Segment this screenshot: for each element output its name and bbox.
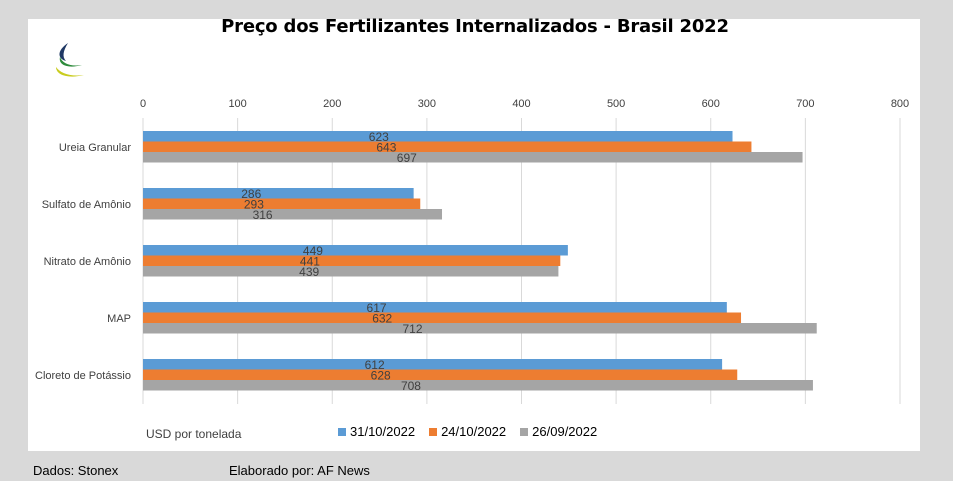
bar — [143, 312, 742, 323]
bar — [143, 152, 803, 163]
x-tick-label: 400 — [512, 98, 530, 110]
y-tick-label: Nitrato de Amônio — [44, 256, 131, 268]
bar — [143, 359, 723, 370]
y-tick-label: Ureia Granular — [59, 142, 131, 154]
data-label: 712 — [402, 322, 422, 336]
data-label: 697 — [397, 151, 417, 165]
x-tick-label: 0 — [140, 98, 146, 110]
x-axis-label: USD por tonelada — [146, 427, 242, 441]
data-label: 293 — [244, 198, 264, 212]
data-label: 449 — [303, 244, 323, 258]
x-tick-label: 700 — [796, 98, 814, 110]
legend-label: 24/10/2022 — [441, 424, 507, 439]
bar — [143, 245, 568, 256]
legend-label: 26/09/2022 — [532, 424, 598, 439]
data-label: 708 — [401, 379, 421, 393]
legend-swatch — [338, 427, 346, 436]
x-tick-label: 600 — [702, 98, 720, 110]
data-label: 617 — [367, 301, 387, 315]
bar — [143, 380, 813, 391]
legend-label: 31/10/2022 — [350, 424, 416, 439]
data-label: 439 — [299, 265, 319, 279]
af-news-logo-icon — [54, 41, 88, 90]
bar — [143, 198, 421, 209]
bar — [143, 209, 443, 220]
bar — [143, 131, 733, 142]
x-tick-label: 100 — [228, 98, 246, 110]
legend-item-26-09: 26/09/2022 — [520, 424, 597, 439]
bar — [143, 266, 559, 277]
data-label: 632 — [372, 312, 392, 326]
x-tick-label: 200 — [323, 98, 341, 110]
data-label: 612 — [365, 358, 385, 372]
x-tick-label: 300 — [418, 98, 436, 110]
bar — [143, 188, 414, 199]
y-tick-label: MAP — [107, 313, 131, 325]
legend-swatch — [520, 427, 529, 436]
data-label: 643 — [376, 141, 396, 155]
x-tick-label: 800 — [891, 98, 909, 110]
bar — [143, 323, 817, 334]
y-tick-label: Cloreto de Potássio — [35, 370, 131, 382]
legend-item-31-10: 31/10/2022 — [338, 424, 415, 439]
data-label: 286 — [241, 187, 261, 201]
data-label: 623 — [369, 130, 389, 144]
bar — [143, 369, 738, 380]
chart-title: Preço dos Fertilizantes Internalizados -… — [221, 16, 729, 37]
data-label: 628 — [371, 369, 391, 383]
data-label: 441 — [300, 255, 320, 269]
y-tick-label: Sulfato de Amônio — [42, 199, 131, 211]
credit-note: Elaborado por: AF News — [229, 463, 370, 478]
legend-swatch — [429, 427, 438, 436]
legend-item-24-10: 24/10/2022 — [429, 424, 506, 439]
bar — [143, 141, 752, 152]
x-tick-label: 500 — [607, 98, 625, 110]
bar — [143, 302, 727, 313]
bar — [143, 255, 561, 266]
data-label: 316 — [253, 208, 273, 222]
legend: 31/10/2022 24/10/2022 26/09/2022 — [338, 424, 597, 439]
source-note: Dados: Stonex — [33, 463, 119, 478]
